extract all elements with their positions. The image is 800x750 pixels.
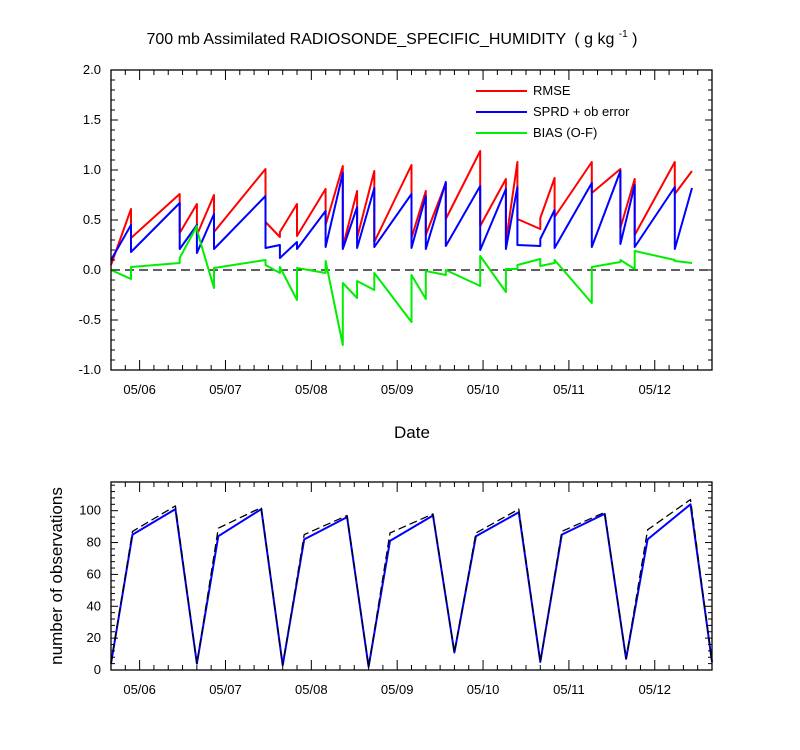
x-tick-label: 05/07 bbox=[209, 382, 242, 397]
series-line-bias-o-f bbox=[110, 225, 693, 346]
x-tick-label: 05/07 bbox=[209, 682, 242, 697]
x-tick-label: 05/06 bbox=[123, 382, 156, 397]
chart-title: 700 mb Assimilated RADIOSONDE_SPECIFIC_H… bbox=[147, 24, 638, 48]
bottom-series-group bbox=[110, 498, 713, 668]
x-tick-label: 05/10 bbox=[467, 382, 500, 397]
x-tick-label: 05/11 bbox=[553, 682, 585, 697]
top-x-axis-label: Date bbox=[394, 423, 430, 442]
y-tick-label: 100 bbox=[79, 503, 101, 518]
x-tick-label: 05/08 bbox=[295, 382, 328, 397]
y-tick-label: 60 bbox=[87, 566, 101, 581]
top-series-group bbox=[110, 150, 693, 346]
y-tick-label: -0.5 bbox=[79, 312, 101, 327]
series-line-possible bbox=[110, 498, 713, 668]
series-line-sprd-ob-error bbox=[110, 170, 693, 261]
top-y-tick-labels: -1.0 -0.5 0.0 0.5 1.0 1.5 2.0 bbox=[79, 62, 101, 377]
y-tick-label: 2.0 bbox=[83, 62, 101, 77]
x-tick-label: 05/12 bbox=[638, 382, 671, 397]
chart-title-text: 700 mb Assimilated RADIOSONDE_SPECIFIC_H… bbox=[147, 31, 567, 48]
chart-title-units-close: ) bbox=[632, 31, 637, 48]
x-tick-label: 05/08 bbox=[295, 682, 328, 697]
legend: RMSE SPRD + ob error BIAS (O-F) bbox=[476, 83, 630, 140]
chart-title-units: ( g kg bbox=[574, 31, 614, 48]
y-tick-label: 80 bbox=[87, 535, 101, 550]
x-tick-label: 05/10 bbox=[467, 682, 500, 697]
y-tick-label: 20 bbox=[87, 630, 101, 645]
top-chart: 700 mb Assimilated RADIOSONDE_SPECIFIC_H… bbox=[79, 24, 713, 442]
top-x-tick-labels: 05/06 05/07 05/08 05/09 05/10 05/11 05/12 bbox=[123, 382, 671, 397]
legend-label: BIAS (O-F) bbox=[533, 125, 597, 140]
x-tick-label: 05/09 bbox=[381, 682, 414, 697]
top-axis-ticks bbox=[110, 69, 713, 371]
y-tick-label: 0.0 bbox=[83, 262, 101, 277]
bottom-y-tick-labels: 0 20 40 60 80 100 bbox=[79, 503, 101, 677]
legend-label: SPRD + ob error bbox=[533, 104, 630, 119]
x-tick-label: 05/09 bbox=[381, 382, 414, 397]
y-tick-label: -1.0 bbox=[79, 362, 101, 377]
y-tick-label: 0 bbox=[94, 662, 101, 677]
chart-title-units-exponent: -1 bbox=[619, 29, 628, 40]
x-tick-label: 05/11 bbox=[553, 382, 585, 397]
bottom-x-tick-labels: 05/06 05/07 05/08 05/09 05/10 05/11 05/12 bbox=[123, 682, 671, 697]
y-tick-label: 0.5 bbox=[83, 212, 101, 227]
y-tick-label: 1.0 bbox=[83, 162, 101, 177]
x-tick-label: 05/06 bbox=[123, 682, 156, 697]
y-tick-label: 1.5 bbox=[83, 112, 101, 127]
y-tick-label: 40 bbox=[87, 598, 101, 613]
series-line-used bbox=[110, 503, 713, 668]
legend-label: RMSE bbox=[533, 83, 571, 98]
bottom-y-axis-label: number of observations bbox=[47, 487, 66, 665]
x-tick-label: 05/12 bbox=[638, 682, 671, 697]
bottom-axis-ticks bbox=[110, 482, 713, 671]
